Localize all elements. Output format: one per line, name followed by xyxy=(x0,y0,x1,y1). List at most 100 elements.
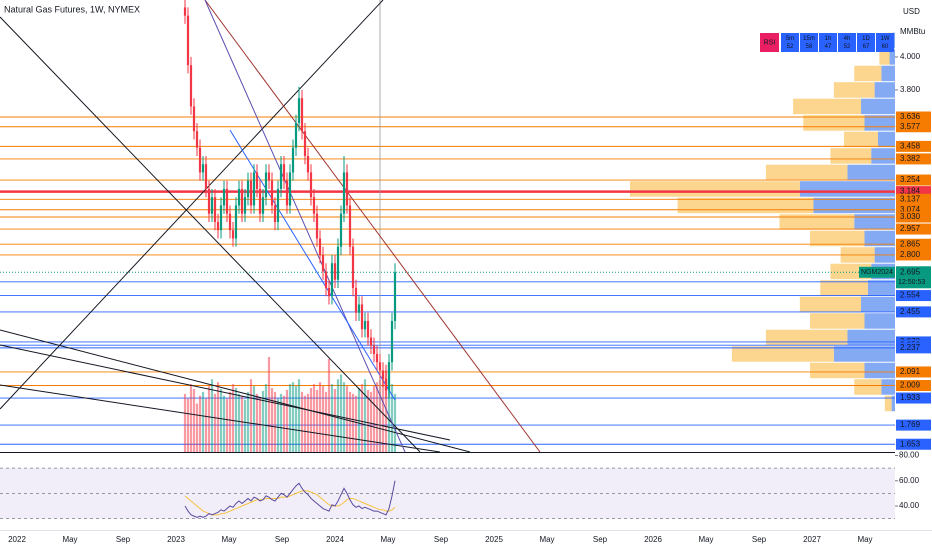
level-label: 1.653 xyxy=(900,439,921,448)
level-tag xyxy=(896,223,931,235)
x-tick-label: 2023 xyxy=(167,535,185,544)
rsi-ma-line xyxy=(184,490,396,516)
level-tag xyxy=(896,121,931,133)
level-label: 3.382 xyxy=(900,154,921,163)
volume-bar xyxy=(243,399,247,452)
level-label: 2.237 xyxy=(900,343,921,352)
volume-bar xyxy=(336,379,340,452)
level-tag xyxy=(896,366,931,378)
x-tick-label: 2026 xyxy=(644,535,662,544)
widget-value: 47 xyxy=(825,44,832,50)
candle-body xyxy=(393,272,397,321)
level-tag xyxy=(896,392,931,404)
volume-bar xyxy=(351,393,355,452)
candle-body xyxy=(324,271,328,288)
x-tick-label: May xyxy=(221,535,236,544)
profile-up xyxy=(833,346,895,362)
candle-body xyxy=(330,263,334,297)
candle-body xyxy=(291,147,295,173)
volume-bar xyxy=(327,358,331,452)
x-tick-label: Sep xyxy=(593,535,608,544)
candle-body xyxy=(312,197,316,214)
volume-bar xyxy=(387,369,391,452)
volume-bar xyxy=(339,374,343,452)
x-tick-label: Sep xyxy=(434,535,449,544)
volume-bar xyxy=(303,395,307,452)
volume-bar xyxy=(342,382,346,452)
trend-line xyxy=(204,0,541,452)
candle-body xyxy=(207,188,211,214)
unit: MMBtu xyxy=(900,27,925,36)
currency: USD xyxy=(903,7,920,16)
trend-line xyxy=(204,0,406,452)
candle-body xyxy=(204,164,208,189)
widget-cell xyxy=(819,33,837,52)
candle-body xyxy=(267,172,271,181)
profile-down xyxy=(765,164,848,181)
candle-body xyxy=(234,205,238,239)
x-tick-label: May xyxy=(539,535,554,544)
profile-up xyxy=(847,164,895,181)
candle-body xyxy=(258,188,262,214)
volume-bar xyxy=(291,382,295,452)
level-tag xyxy=(896,438,931,450)
y-tick-label: 4.000 xyxy=(900,52,921,61)
candle-body xyxy=(369,337,373,346)
profile-up xyxy=(881,379,895,395)
level-tag xyxy=(896,290,931,302)
volume-bar xyxy=(195,403,199,452)
candle-body xyxy=(354,287,358,313)
widget-tf: 1h xyxy=(825,36,832,42)
volume-bar xyxy=(216,382,220,452)
x-tick-label: May xyxy=(62,535,77,544)
profile-down xyxy=(810,313,865,329)
candle-body xyxy=(192,106,196,132)
widget-badge xyxy=(760,33,779,52)
countdown: 12:50:53 xyxy=(898,279,925,286)
profile-down xyxy=(630,181,800,197)
volume-bar xyxy=(270,388,274,452)
profile-down xyxy=(830,148,872,164)
candle-body xyxy=(342,172,346,214)
volume-bar xyxy=(264,384,268,452)
widget-cell xyxy=(857,33,875,52)
level-label: 3.137 xyxy=(900,194,921,203)
profile-up xyxy=(871,148,895,164)
x-tick-label: 2024 xyxy=(326,535,344,544)
volume-bar xyxy=(363,379,367,452)
volume-bar xyxy=(282,395,286,452)
candle-body xyxy=(297,98,301,123)
volume-bar xyxy=(300,391,304,452)
volume-bar xyxy=(312,384,316,452)
volume-bar xyxy=(324,391,328,452)
volume-bar xyxy=(309,388,313,452)
candle-body xyxy=(387,362,391,391)
volume-bar xyxy=(348,391,352,452)
widget-tf: 15m xyxy=(803,36,815,42)
volume-bar xyxy=(201,391,205,452)
widget-cell xyxy=(800,33,818,52)
volume-bar xyxy=(330,384,334,452)
candle-body xyxy=(228,213,232,231)
trend-line xyxy=(0,0,384,410)
candle-body xyxy=(237,188,241,206)
rsi-pane xyxy=(0,467,895,519)
rsi-widget: RSI 5m 52 15m 58 1h 47 4h 52 1D 67 1W 60 xyxy=(760,33,894,52)
profile-down xyxy=(799,296,862,313)
rsi-tick-label: 60.00 xyxy=(899,476,920,485)
volume-bar xyxy=(222,395,226,452)
candle-body xyxy=(243,197,247,214)
current-price: 2.695 xyxy=(900,267,921,276)
widget-cell xyxy=(838,33,856,52)
widget-tf: 4h xyxy=(844,36,851,42)
volume-bar xyxy=(234,388,238,452)
widget-value: 67 xyxy=(863,44,870,50)
profile-down xyxy=(731,346,834,362)
volume-bar xyxy=(372,386,376,452)
current-symbol: NGM2024 xyxy=(861,269,893,276)
candle-body xyxy=(276,188,280,222)
candle-body xyxy=(390,320,394,363)
